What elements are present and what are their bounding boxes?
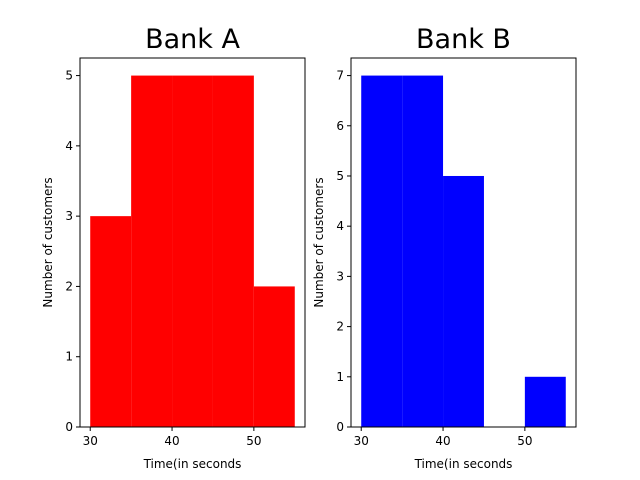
y-tick-label: 4 [65,139,73,153]
y-tick-label: 2 [336,320,344,334]
y-tick-label: 2 [65,279,73,293]
bar [253,286,295,427]
x-axis-label: Time(in seconds [414,457,513,471]
y-tick-label: 1 [65,350,73,364]
x-axis-label: Time(in seconds [143,457,242,471]
y-tick-label: 5 [336,169,344,183]
bar [443,175,484,427]
x-tick-label: 30 [83,434,98,448]
y-tick-label: 7 [336,69,344,83]
y-tick-label: 0 [336,420,344,434]
x-tick-label: 50 [517,434,532,448]
y-tick-label: 5 [65,69,73,83]
axes-frame [79,57,306,428]
bar [402,75,444,428]
y-tick-label: 3 [336,269,344,283]
axes-frame [350,57,577,428]
bar [361,75,403,428]
y-tick-label: 1 [336,370,344,384]
bar [524,376,566,427]
y-tick-label: 4 [336,219,344,233]
chart-title: Bank B [416,24,511,55]
x-tick-label: 40 [435,434,450,448]
bar [90,216,132,427]
bar [172,75,213,428]
y-axis-label: Number of customers [41,177,55,307]
x-tick-label: 40 [164,434,179,448]
x-tick-label: 30 [354,434,369,448]
x-tick-label: 50 [246,434,261,448]
y-tick-label: 0 [65,420,73,434]
y-axis-label: Number of customers [312,177,326,307]
chart-title: Bank A [145,24,240,55]
bar [212,75,254,428]
bar [131,75,173,428]
y-tick-label: 6 [336,119,344,133]
y-tick-label: 3 [65,209,73,223]
